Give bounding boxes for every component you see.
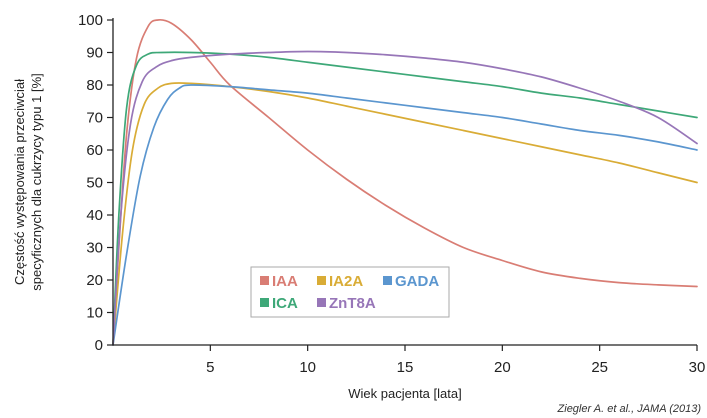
x-axis-title: Wiek pacjenta [lata] bbox=[348, 386, 461, 401]
y-tick-label-70: 70 bbox=[86, 110, 103, 127]
legend-box bbox=[250, 266, 450, 318]
x-tick-label-15: 15 bbox=[397, 359, 414, 376]
y-tick-label-50: 50 bbox=[86, 175, 103, 192]
y-tick-label-60: 60 bbox=[86, 142, 103, 159]
y-axis-title-line-1: Częstość występowania przeciwciał bbox=[12, 79, 27, 285]
y-tick-label-80: 80 bbox=[86, 77, 103, 94]
y-tick-label-10: 10 bbox=[86, 305, 103, 322]
x-tick-label-5: 5 bbox=[206, 359, 214, 376]
series-line-ica bbox=[112, 51, 698, 346]
x-tick-label-20: 20 bbox=[494, 359, 511, 376]
series-line-znt8a bbox=[112, 50, 698, 346]
legend-swatch-gada bbox=[383, 276, 392, 285]
legend-label-iaa: IAA bbox=[272, 273, 298, 290]
x-axis-ticks: 5 10 15 20 25 30 bbox=[206, 345, 705, 376]
legend-label-gada: GADA bbox=[395, 273, 439, 290]
series-line-ia2a bbox=[112, 82, 698, 346]
legend-label-ia2a: IA2A bbox=[329, 273, 363, 290]
y-axis-title-line-2: specyficznych dla cukrzycy typu 1 [%] bbox=[29, 73, 44, 290]
legend-swatch-ia2a bbox=[317, 276, 326, 285]
y-axis-ticks: 0 10 20 30 40 50 60 70 80 90 100 bbox=[78, 12, 113, 354]
y-tick-label-20: 20 bbox=[86, 272, 103, 289]
x-tick-label-30: 30 bbox=[689, 359, 706, 376]
legend-swatch-znt8a bbox=[317, 298, 326, 307]
y-tick-label-40: 40 bbox=[86, 207, 103, 224]
x-tick-label-25: 25 bbox=[591, 359, 608, 376]
x-tick-label-10: 10 bbox=[299, 359, 316, 376]
legend-swatch-iaa bbox=[260, 276, 269, 285]
source-citation: Ziegler A. et al., JAMA (2013) bbox=[557, 403, 702, 415]
series-layer bbox=[112, 18, 698, 346]
legend-label-znt8a: ZnT8A bbox=[329, 295, 376, 312]
legend: IAA IA2A GADA ICA ZnT8A bbox=[250, 266, 450, 318]
legend-label-ica: ICA bbox=[272, 295, 298, 312]
y-tick-label-0: 0 bbox=[95, 337, 103, 354]
y-tick-label-30: 30 bbox=[86, 240, 103, 257]
legend-swatch-ica bbox=[260, 298, 269, 307]
y-tick-label-90: 90 bbox=[86, 45, 103, 62]
y-tick-label-100: 100 bbox=[78, 12, 103, 29]
series-line-iaa bbox=[112, 18, 698, 346]
series-line-gada bbox=[112, 84, 698, 346]
